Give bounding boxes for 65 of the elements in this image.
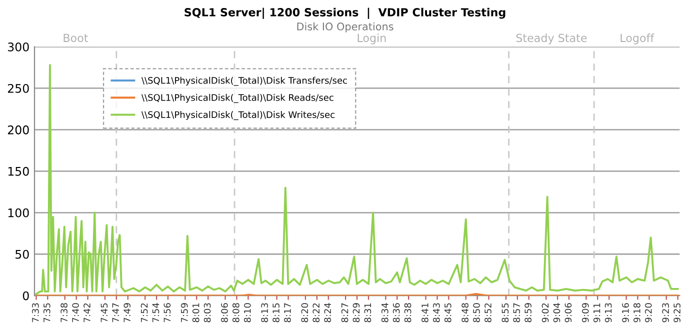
x-tick-label: 7:47 [112,303,119,322]
x-tick-label: 8:41 [422,303,428,322]
y-tick-label: 50 [16,250,29,259]
x-tick-label: 8:08 [232,303,240,322]
y-tick-label: 100 [8,208,29,218]
y-tick-label: 150 [8,166,29,176]
x-tick-label: 9:02 [542,303,549,322]
x-tick-label: 8:06 [221,303,228,322]
legend-label: \\SQL1\PhysicalDisk(_Total)\Disk Transfers/sec [141,76,347,86]
x-tick-label: 8:15 [272,303,280,322]
x-tick-label: 9:06 [564,303,572,322]
x-tick-label: 7:45 [100,303,108,322]
y-tick-label: 200 [8,125,29,134]
x-tick-label: 8:34 [381,303,388,322]
x-tick-label: 9:13 [604,303,612,322]
x-tick-label: 8:52 [484,303,492,322]
x-tick-label: 8:29 [352,303,360,322]
x-tick-label: 7:40 [72,303,79,322]
x-tick-label: 8:57 [513,303,520,322]
y-tick-label: 300 [8,42,29,52]
x-tick-label: 8:17 [284,303,291,322]
x-tick-label: 8:01 [192,303,200,322]
x-tick-label: 8:36 [392,303,400,322]
y-tick-label: 0 [22,291,29,300]
y-tick-label: 250 [8,84,29,93]
x-tick-label: 9:09 [582,303,589,322]
x-tick-label: 8:13 [261,303,268,322]
chart-title: SQL1 Server| 1200 Sessions | VDIP Cluster Testing [184,8,506,19]
x-tick-label: 8:27 [341,303,348,322]
chart-subtitle: Disk IO Operations [297,22,394,32]
x-tick-label: 8:45 [444,303,452,322]
x-tick-label: 9:16 [622,303,629,322]
x-tick-label: 9:04 [553,303,560,322]
x-tick-label: 8:20 [301,303,308,322]
x-tick-label: 8:24 [324,303,331,322]
x-tick-label: 9:23 [662,303,669,322]
legend-label: \\SQL1\PhysicalDisk(_Total)\Disk Reads/sec [141,94,334,103]
text: Logoff [620,34,654,44]
x-tick-label: 8:50 [473,303,480,322]
x-tick-label: 9:25 [674,303,680,322]
x-tick-label: 9:20 [644,303,652,322]
x-tick-label: 8:55 [502,303,509,322]
x-tick-label: 8:48 [462,303,468,322]
x-tick-label: 7:49 [124,303,131,322]
x-tick-label: 9:18 [634,303,640,322]
x-tick-label: 8:31 [364,303,372,322]
x-tick-label: 7:59 [180,303,188,322]
x-tick-label: 7:35 [43,303,50,322]
x-tick-label: 8:10 [244,303,251,322]
text: Boot [64,34,88,42]
x-tick-label: 8:43 [433,303,440,322]
x-tick-label: 7:54 [152,303,160,322]
x-tick-label: 9:11 [593,303,600,322]
legend-label: \\SQL1\PhysicalDisk(_Total)\Disk Writes/sec [141,111,334,120]
text: Login [358,34,386,44]
x-tick-label: 7:52 [140,303,148,322]
x-tick-label: 8:59 [524,303,532,322]
x-tick-label: 8:38 [404,303,412,322]
x-tick-label: 8:22 [312,303,320,322]
text: Steady State [516,34,587,44]
x-tick-label: 7:56 [164,303,171,322]
x-tick-label: 7:33 [32,303,39,322]
x-tick-label: 8:03 [204,303,211,322]
x-tick-label: 7:38 [60,303,68,322]
x-tick-label: 7:42 [84,303,90,322]
